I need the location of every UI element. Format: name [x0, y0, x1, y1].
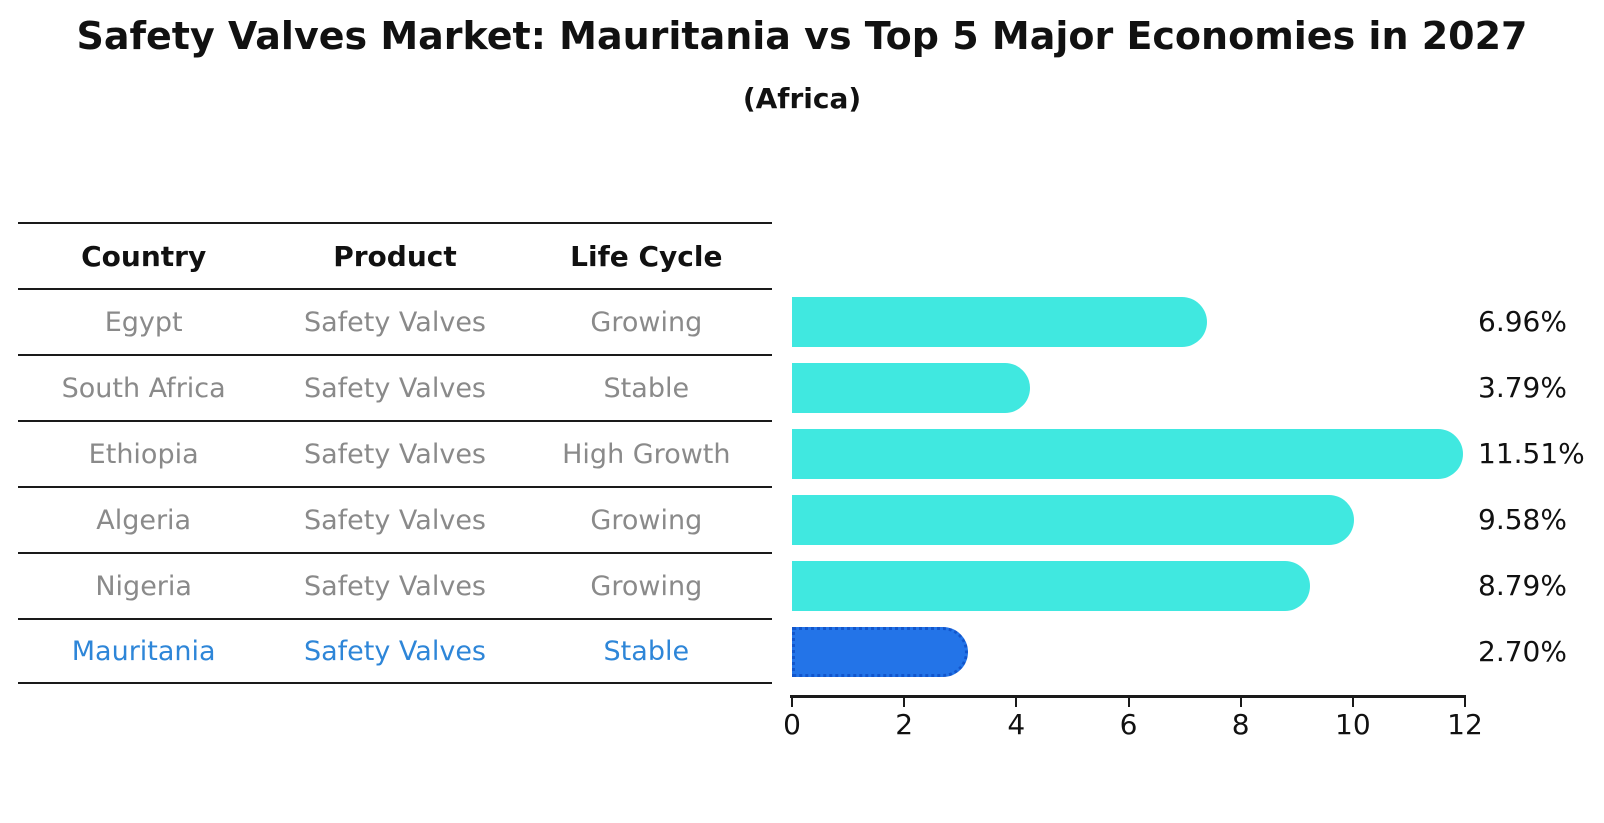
value-label-egypt: 6.96%	[1478, 305, 1567, 338]
product-cell: Safety Valves	[303, 635, 486, 667]
product-cell: Safety Valves	[303, 372, 486, 404]
x-tick-label: 2	[895, 708, 914, 741]
x-axis: 0 2 4 6 8 10 12	[783, 695, 1483, 755]
x-tick-mark	[1464, 698, 1466, 707]
country-cell: Mauritania	[71, 635, 216, 667]
lifecycle-cell: Growing	[590, 570, 703, 602]
lifecycle-cell: Stable	[603, 372, 690, 404]
table-row-ethiopia: Ethiopia Safety Valves High Growth	[18, 420, 772, 486]
column-header-lifecycle: Life Cycle	[570, 239, 723, 273]
bar-egypt	[792, 297, 1208, 347]
product-cell: Safety Valves	[303, 438, 486, 470]
column-header-product: Product	[333, 239, 457, 273]
x-tick-label: 4	[1007, 708, 1026, 741]
bar-algeria	[792, 495, 1355, 545]
table-row-egypt: Egypt Safety Valves Growing	[18, 288, 772, 354]
x-tick-label: 8	[1231, 708, 1250, 741]
x-tick-mark	[903, 698, 906, 707]
bar-south-africa	[792, 363, 1030, 413]
x-tick-mark	[1127, 698, 1130, 707]
comparison-table: Country Product Life Cycle Egypt Safety …	[18, 222, 772, 684]
value-label-ethiopia: 11.51%	[1478, 437, 1585, 470]
x-tick-mark	[1239, 698, 1242, 707]
value-label-nigeria: 8.79%	[1478, 569, 1567, 602]
country-cell: Nigeria	[95, 570, 192, 602]
chart-subtitle: (Africa)	[742, 82, 862, 115]
lifecycle-cell: High Growth	[562, 438, 731, 470]
value-label-algeria: 9.58%	[1478, 503, 1567, 536]
product-cell: Safety Valves	[303, 504, 486, 536]
lifecycle-cell: Stable	[603, 635, 690, 667]
x-tick-label: 6	[1119, 708, 1138, 741]
bar-ethiopia	[792, 429, 1463, 479]
lifecycle-cell: Growing	[590, 306, 703, 338]
x-tick-label: 10	[1335, 708, 1371, 741]
country-cell: South Africa	[61, 372, 226, 404]
column-header-country: Country	[81, 239, 207, 273]
lifecycle-cell: Growing	[590, 504, 703, 536]
chart-title: Safety Valves Market: Mauritania vs Top …	[76, 14, 1528, 58]
country-cell: Egypt	[104, 306, 183, 338]
bar-nigeria	[792, 561, 1310, 611]
table-row-nigeria: Nigeria Safety Valves Growing	[18, 552, 772, 618]
product-cell: Safety Valves	[303, 306, 486, 338]
x-tick-label: 0	[783, 708, 801, 741]
table-row-algeria: Algeria Safety Valves Growing	[18, 486, 772, 552]
bar-chart-plot-area	[792, 297, 1492, 677]
bar-mauritania	[792, 627, 969, 677]
x-tick-mark	[1015, 698, 1018, 707]
value-label-south-africa: 3.79%	[1478, 371, 1567, 404]
product-cell: Safety Valves	[303, 570, 486, 602]
country-cell: Ethiopia	[88, 438, 199, 470]
x-tick-label: 12	[1447, 708, 1483, 741]
x-tick-mark	[1351, 698, 1354, 707]
x-axis-spine	[790, 695, 1466, 698]
table-header-row: Country Product Life Cycle	[18, 222, 772, 288]
x-tick-mark	[791, 698, 793, 707]
value-label-mauritania: 2.70%	[1478, 635, 1567, 668]
table-row-south-africa: South Africa Safety Valves Stable	[18, 354, 772, 420]
table-row-mauritania: Mauritania Safety Valves Stable	[18, 618, 772, 684]
country-cell: Algeria	[96, 504, 192, 536]
